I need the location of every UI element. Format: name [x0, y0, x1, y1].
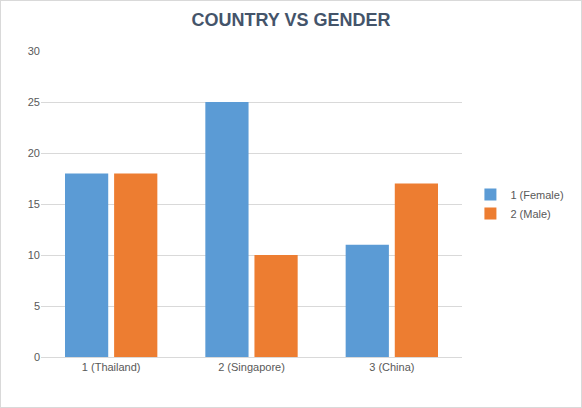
svg-text:30: 30 — [28, 45, 40, 57]
svg-text:COUNTRY VS GENDER: COUNTRY VS GENDER — [191, 10, 390, 30]
svg-text:3 (China): 3 (China) — [369, 361, 414, 373]
svg-text:2 (Male): 2 (Male) — [510, 208, 550, 220]
svg-text:5: 5 — [34, 300, 40, 312]
svg-text:20: 20 — [28, 147, 40, 159]
svg-text:10: 10 — [28, 249, 40, 261]
svg-text:1 (Thailand): 1 (Thailand) — [82, 361, 141, 373]
svg-text:25: 25 — [28, 96, 40, 108]
svg-text:1 (Female): 1 (Female) — [510, 189, 563, 201]
svg-text:15: 15 — [28, 198, 40, 210]
svg-text:2 (Singapore): 2 (Singapore) — [218, 361, 285, 373]
svg-text:0: 0 — [34, 351, 40, 363]
